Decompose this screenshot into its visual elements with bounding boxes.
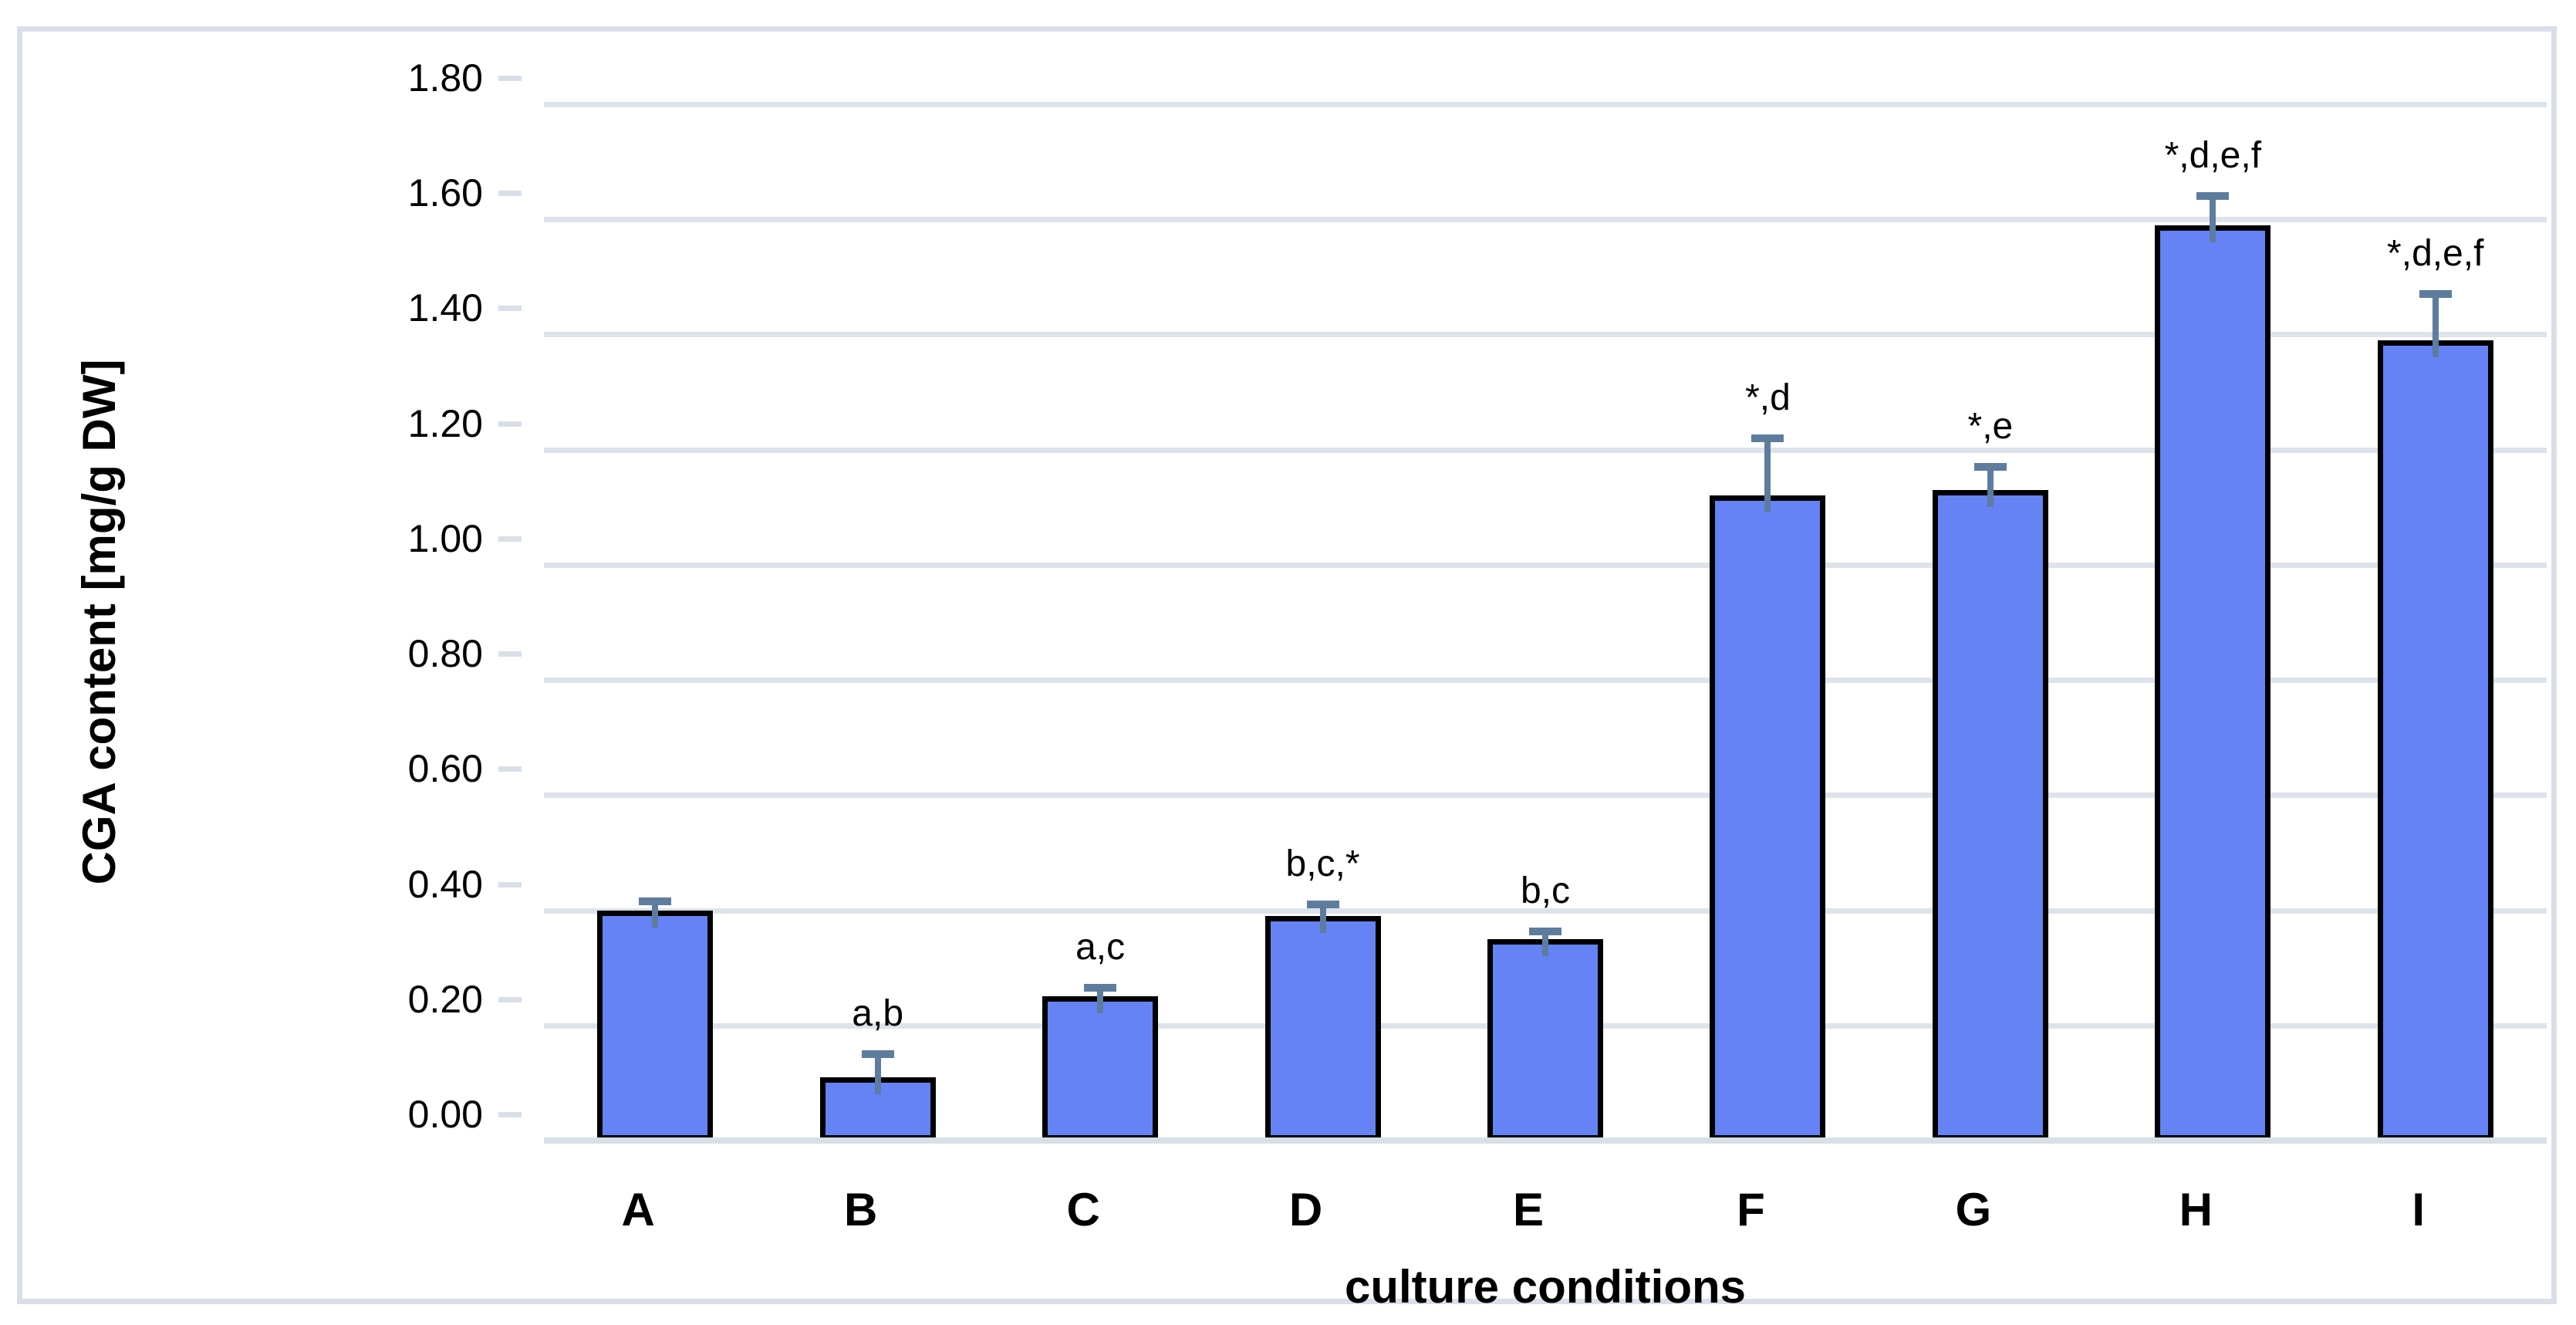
bar-F xyxy=(1710,495,1826,1141)
bar-E xyxy=(1487,938,1603,1141)
significance-annotation-G: *,e xyxy=(1967,406,2014,448)
y-gridline-0.60 xyxy=(544,793,2547,799)
y-tick-label-0.60: 0.60 xyxy=(407,747,483,791)
chart-frame: CGA content [mg/g DW] culture conditions… xyxy=(17,26,2557,1313)
x-axis-title: culture conditions xyxy=(1344,1261,1747,1313)
error-bar-stem-F xyxy=(1764,438,1771,513)
y-tick-label-0.80: 0.80 xyxy=(407,632,483,676)
error-bar-cap-H xyxy=(2196,192,2230,201)
error-bar-cap-G xyxy=(1973,463,2007,472)
significance-annotation-I: *,d,e,f xyxy=(2387,233,2484,275)
y-tick-label-1.20: 1.20 xyxy=(407,401,483,445)
bar-A xyxy=(597,910,714,1141)
y-gridline-1.20 xyxy=(544,447,2547,453)
y-tick-mark xyxy=(498,996,522,1002)
error-bar-cap-A xyxy=(639,897,672,906)
y-tick-label-1.40: 1.40 xyxy=(407,286,483,330)
x-category-label-E: E xyxy=(1512,1184,1545,1235)
error-bar-cap-D xyxy=(1306,901,1339,909)
error-bar-stem-C xyxy=(1097,988,1104,1014)
y-axis-title: CGA content [mg/g DW] xyxy=(73,359,125,885)
bar-H xyxy=(2155,225,2271,1141)
error-bar-stem-B xyxy=(874,1054,881,1094)
y-tick-mark xyxy=(498,1112,522,1117)
x-category-label-B: B xyxy=(843,1184,878,1235)
y-tick-mark xyxy=(498,766,522,772)
x-category-label-C: C xyxy=(1066,1184,1100,1235)
y-tick-mark xyxy=(498,536,522,542)
y-tick-label-0.40: 0.40 xyxy=(407,862,483,906)
bar-G xyxy=(1932,489,2048,1141)
x-category-label-D: D xyxy=(1288,1184,1323,1235)
x-category-label-A: A xyxy=(621,1184,655,1235)
y-tick-label-0.00: 0.00 xyxy=(407,1093,483,1136)
error-bar-stem-E xyxy=(1542,931,1548,956)
error-bar-cap-F xyxy=(1751,434,1784,442)
significance-annotation-H: *,d,e,f xyxy=(2164,135,2262,177)
y-tick-label-1.00: 1.00 xyxy=(407,516,483,560)
bar-D xyxy=(1264,916,1381,1141)
error-bar-stem-A xyxy=(652,901,659,928)
y-tick-mark xyxy=(498,76,522,81)
y-tick-label-0.20: 0.20 xyxy=(407,977,483,1021)
error-bar-stem-I xyxy=(2432,294,2439,357)
y-tick-mark xyxy=(498,306,522,312)
plot-area: a,b a,c b,c,* b,c *,d *,e *,d,e,f *,d,e,f xyxy=(544,102,2547,1144)
y-tick-label-1.60: 1.60 xyxy=(407,171,483,215)
significance-annotation-C: a,c xyxy=(1075,927,1126,968)
y-tick-mark xyxy=(498,191,522,197)
error-bar-cap-I xyxy=(2419,290,2452,299)
bar-I xyxy=(2377,340,2493,1141)
y-tick-mark xyxy=(498,421,522,427)
y-tick-label-1.80: 1.80 xyxy=(407,56,483,100)
error-bar-stem-G xyxy=(1987,467,1994,507)
error-bar-stem-H xyxy=(2210,196,2216,242)
bar-C xyxy=(1042,996,1159,1141)
x-axis-line xyxy=(544,1137,2547,1144)
significance-annotation-F: *,d xyxy=(1745,377,1791,418)
y-gridline-1.80 xyxy=(544,102,2547,107)
x-category-label-F: F xyxy=(1737,1184,1765,1235)
x-category-label-H: H xyxy=(2179,1184,2213,1235)
y-gridline-1.00 xyxy=(544,562,2547,568)
significance-annotation-E: b,c xyxy=(1520,870,1571,912)
y-tick-mark xyxy=(498,881,522,887)
error-bar-cap-B xyxy=(861,1050,894,1059)
error-bar-cap-E xyxy=(1529,928,1561,936)
error-bar-cap-C xyxy=(1084,984,1117,992)
y-gridline-0.80 xyxy=(544,678,2547,684)
x-category-label-G: G xyxy=(1955,1184,1992,1235)
y-gridline-0.40 xyxy=(544,908,2547,914)
significance-annotation-B: a,b xyxy=(852,993,904,1035)
y-gridline-1.60 xyxy=(544,217,2547,223)
y-tick-mark xyxy=(498,651,522,657)
significance-annotation-D: b,c,* xyxy=(1285,843,1360,885)
x-category-label-I: I xyxy=(2412,1184,2426,1235)
error-bar-stem-D xyxy=(1319,904,1326,934)
y-gridline-1.40 xyxy=(544,332,2547,338)
